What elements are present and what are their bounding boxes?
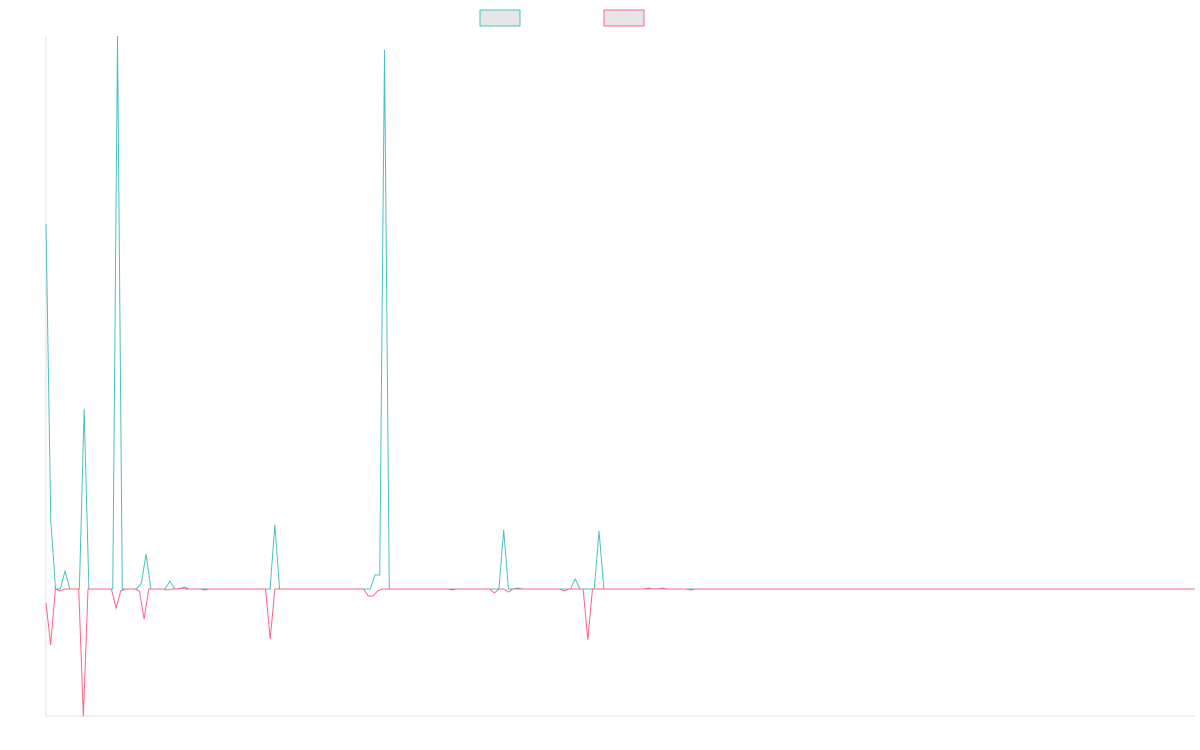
series-line: [45, 35, 1195, 590]
legend-swatch[interactable]: [603, 9, 645, 27]
series-line: [45, 587, 1195, 717]
legend-swatch[interactable]: [479, 9, 521, 27]
